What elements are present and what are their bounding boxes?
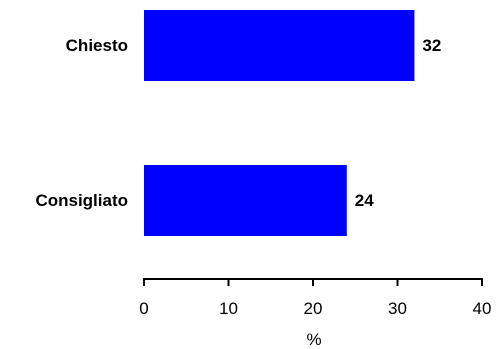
category-labels-group: Chiesto Consigliato [35,36,128,210]
bars-group [144,10,415,236]
x-tick-label-20: 20 [304,299,323,318]
bar-consigliato [144,165,347,236]
bar-chiesto [144,10,415,81]
value-label-consigliato: 24 [355,191,374,210]
category-label-consigliato: Consigliato [35,191,128,210]
x-tick-label-10: 10 [219,299,238,318]
x-tick-label-0: 0 [139,299,148,318]
x-tick-label-40: 40 [473,299,492,318]
value-label-chiesto: 32 [422,36,441,55]
x-axis: 0 10 20 30 40 % [139,278,491,349]
x-ticks-group: 0 10 20 30 40 [139,279,491,318]
x-tick-label-30: 30 [388,299,407,318]
category-label-chiesto: Chiesto [66,36,128,55]
value-labels-group: 32 24 [355,36,442,210]
x-axis-title: % [306,330,321,349]
